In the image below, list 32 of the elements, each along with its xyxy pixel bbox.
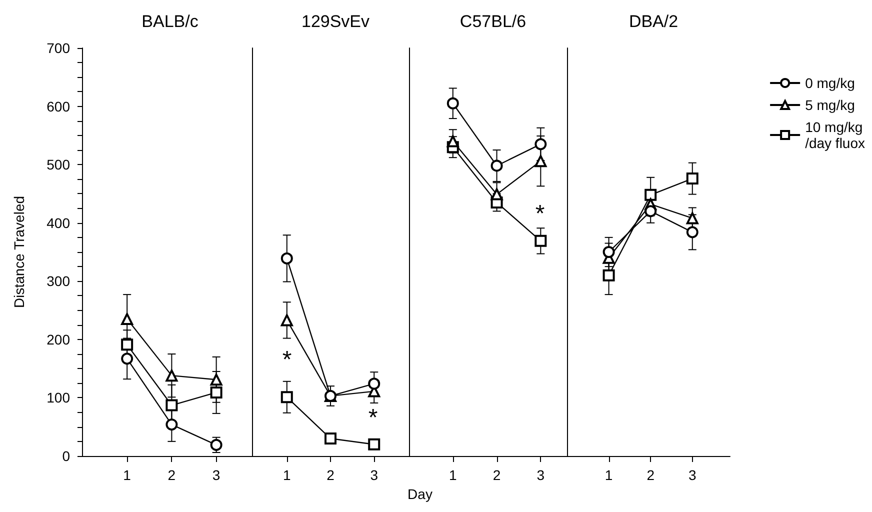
y-tick-label: 0 bbox=[62, 448, 70, 464]
x-tick-label: 3 bbox=[212, 467, 220, 483]
annotation: * bbox=[535, 200, 545, 228]
x-axis-title: Day bbox=[406, 486, 434, 502]
x-tick-label: 1 bbox=[604, 467, 613, 483]
x-tick-label: 3 bbox=[688, 467, 696, 483]
annotation: * bbox=[282, 346, 292, 374]
y-tick-label: 100 bbox=[46, 390, 70, 406]
chart-title: BALB/c bbox=[142, 12, 199, 31]
y-tick-label: 200 bbox=[46, 331, 70, 348]
legend-label: 5 mg/kg bbox=[805, 97, 855, 113]
x-tick-label: 2 bbox=[492, 467, 501, 483]
legend-label: 10 mg/kg /day fluox bbox=[805, 119, 866, 151]
chart-title: DBA/2 bbox=[628, 12, 678, 31]
chart-title: 129SvEv bbox=[301, 12, 370, 31]
x-tick-label: 2 bbox=[326, 467, 335, 483]
x-tick-label: 2 bbox=[168, 467, 176, 483]
x-tick-label: 3 bbox=[370, 467, 378, 483]
x-tick-label: 3 bbox=[536, 467, 545, 483]
x-tick-label: 1 bbox=[282, 467, 291, 483]
y-tick-label: 400 bbox=[46, 214, 70, 231]
legend-label: 0 mg/kg bbox=[805, 75, 855, 91]
x-tick-label: 2 bbox=[646, 467, 655, 483]
y-tick-label: 600 bbox=[46, 98, 70, 114]
y-tick-label: 700 bbox=[46, 40, 70, 56]
chart-title: C57BL/6 bbox=[460, 12, 526, 31]
y-tick-label: 500 bbox=[46, 156, 70, 173]
y-tick-label: 300 bbox=[46, 273, 70, 290]
x-tick-label: 1 bbox=[448, 467, 457, 483]
y-axis-title: Distance Traveled bbox=[11, 196, 27, 308]
annotation: * bbox=[368, 404, 378, 432]
x-tick-label: 1 bbox=[123, 467, 132, 483]
